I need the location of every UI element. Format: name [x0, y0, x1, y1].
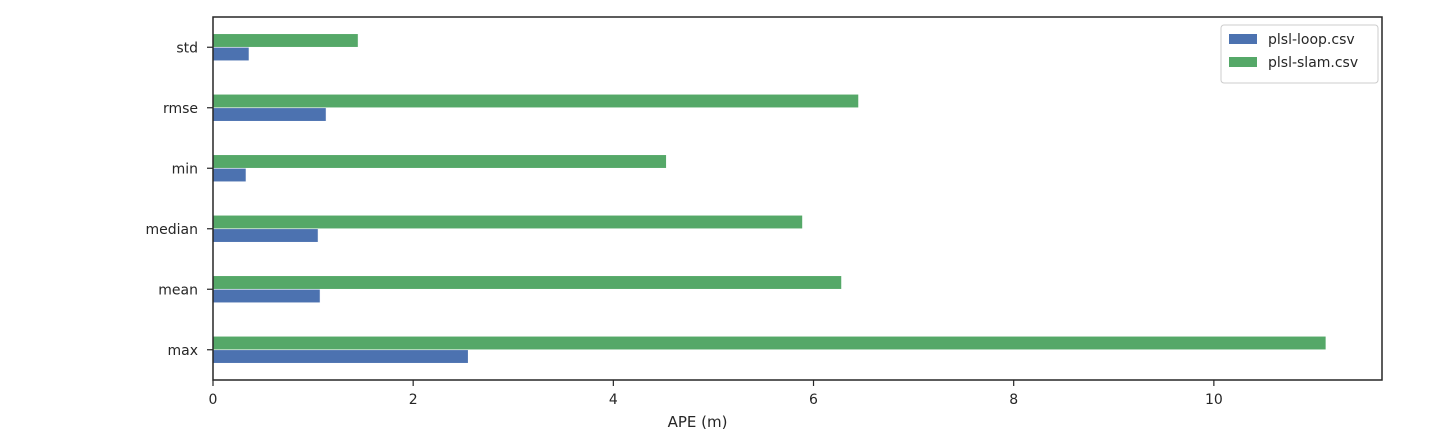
bar-plsl-slam-median	[212, 214, 803, 230]
y-axis: max mean median min rmse std	[146, 40, 213, 359]
bar-plsl-slam-min	[212, 154, 667, 169]
bar-plsl-loop-rmse	[212, 107, 327, 122]
y-tick-label-mean: mean	[158, 282, 198, 298]
x-axis: 0 2 4 6 8 10	[209, 380, 1223, 408]
bar-plsl-slam-std	[212, 33, 359, 48]
x-tick-label: 4	[609, 392, 618, 408]
bar-plsl-loop-min	[212, 167, 247, 183]
bar-plsl-loop-max	[212, 349, 469, 364]
bars-layer	[212, 33, 1327, 364]
plot-frame	[212, 16, 1383, 381]
x-tick-label: 10	[1205, 392, 1223, 408]
x-tick-label: 6	[809, 392, 818, 408]
legend-label-plsl-slam: plsl-slam.csv	[1268, 55, 1358, 71]
legend: plsl-loop.csv plsl-slam.csv	[1220, 24, 1379, 84]
bar-plsl-slam-max	[212, 335, 1327, 351]
x-tick-label: 0	[209, 392, 218, 408]
legend-box	[1220, 24, 1379, 84]
y-tick-label-max: max	[167, 343, 198, 359]
bar-plsl-loop-std	[212, 46, 250, 62]
bar-plsl-slam-mean	[212, 275, 842, 290]
legend-label-plsl-loop: plsl-loop.csv	[1268, 32, 1355, 48]
y-tick-label-rmse: rmse	[163, 101, 198, 117]
y-tick-label-min: min	[172, 161, 198, 177]
bar-plsl-slam-rmse	[212, 93, 859, 109]
legend-swatch-plsl-loop	[1229, 34, 1257, 44]
legend-swatch-plsl-slam	[1229, 57, 1257, 67]
bar-plsl-loop-mean	[212, 288, 321, 304]
y-tick-label-median: median	[146, 222, 198, 238]
bar-plsl-loop-median	[212, 228, 319, 243]
y-tick-label-std: std	[176, 40, 198, 56]
x-axis-label: APE (m)	[668, 413, 728, 430]
x-tick-label: 2	[409, 392, 418, 408]
x-tick-label: 8	[1009, 392, 1018, 408]
